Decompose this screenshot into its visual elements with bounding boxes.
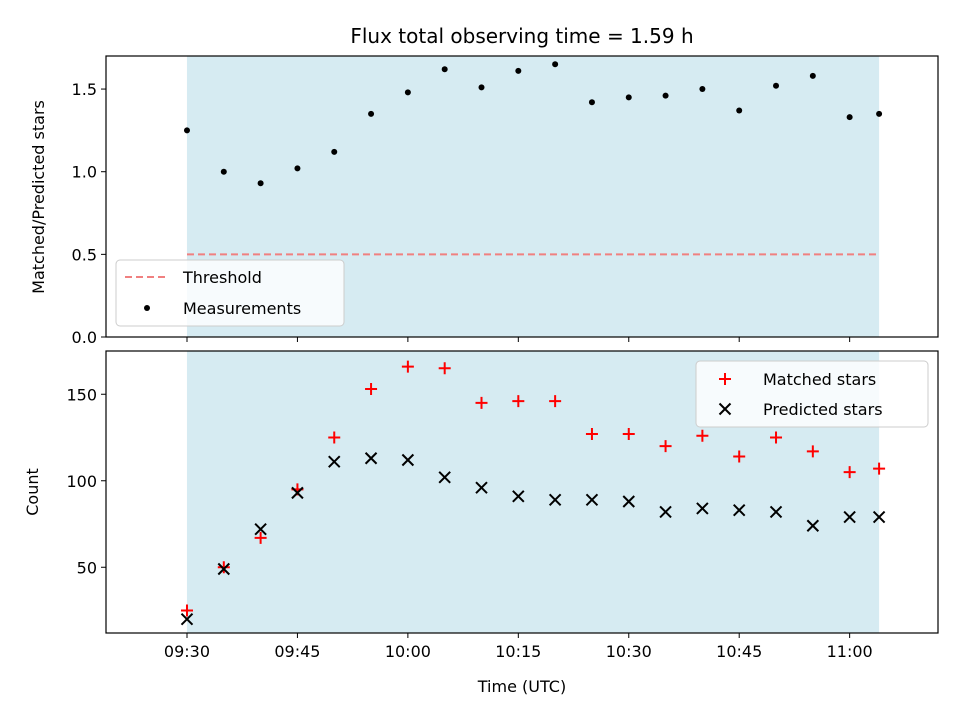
measurement-point: [515, 67, 522, 74]
matched-star-point: [622, 428, 635, 441]
matched-star-point: [733, 450, 746, 463]
predicted-star-point: [217, 562, 231, 576]
x-tick-label: 10:00: [385, 642, 431, 661]
plot-frame: [105, 350, 939, 634]
legend-matched-swatch: [719, 373, 731, 385]
predicted-star-point: [872, 510, 886, 524]
x-tick-label: 09:30: [164, 642, 210, 661]
plot-frame: [105, 55, 939, 338]
measurement-point: [625, 94, 632, 101]
measurement-point: [736, 107, 743, 114]
matched-star-point: [873, 462, 886, 475]
predicted-star-point: [401, 453, 415, 467]
x-tick-label: 10:45: [716, 642, 762, 661]
matched-star-point: [585, 428, 598, 441]
matched-star-point: [512, 395, 525, 408]
matched-star-point: [770, 431, 783, 444]
x-tick-label: 09:45: [274, 642, 320, 661]
y-tick-label: 0.5: [72, 245, 97, 264]
matched-star-point: [659, 440, 672, 453]
chart-title: Flux total observing time = 1.59 h: [350, 24, 693, 48]
matched-star-point: [180, 604, 193, 617]
matched-star-point: [549, 395, 562, 408]
predicted-star-point: [328, 455, 341, 468]
legend-measurement-swatch: [144, 305, 150, 311]
measurement-point: [294, 165, 301, 172]
measurement-point: [588, 99, 595, 106]
y-tick-label: 1.0: [72, 163, 97, 182]
measurement-point: [478, 84, 485, 91]
predicted-star-point: [512, 490, 525, 503]
predicted-star-point: [585, 493, 599, 506]
predicted-star-point: [438, 471, 451, 484]
x-tick-label: 10:30: [606, 642, 652, 661]
matched-star-point: [401, 360, 414, 373]
x-tick-label: 11:00: [827, 642, 873, 661]
predicted-star-point: [843, 510, 856, 524]
matched-star-point: [438, 362, 451, 375]
top-legend: Threshold Measurements: [115, 259, 345, 327]
legend-predicted-label: Predicted stars: [763, 400, 883, 419]
measurement-point: [846, 114, 853, 121]
measurement-point: [368, 110, 375, 117]
predicted-star-point: [769, 505, 783, 519]
predicted-star-point: [696, 502, 709, 515]
matched-star-point: [328, 431, 341, 444]
top-panel: 0.0 0.5 1.0 1.5 Threshold Measurements: [72, 55, 939, 347]
measurement-point: [773, 82, 780, 89]
legend-predicted-swatch: [718, 402, 732, 416]
matched-star-point: [254, 531, 267, 544]
measurement-point: [441, 66, 448, 73]
y-tick-label: 100: [66, 472, 97, 491]
matched-star-point: [806, 445, 819, 458]
matched-star-point: [475, 396, 488, 409]
measurement-point: [404, 89, 411, 96]
measurement-point: [552, 61, 559, 68]
x-tick-label: 10:15: [495, 642, 541, 661]
predicted-star-point: [548, 493, 562, 506]
y-tick-label: 0.0: [72, 328, 97, 347]
predicted-star-point: [806, 519, 820, 532]
predicted-star-point: [622, 495, 635, 508]
legend-matched-label: Matched stars: [763, 370, 876, 389]
predicted-star-point: [364, 452, 378, 465]
measurement-point: [662, 92, 669, 99]
bottom-legend: Matched stars Predicted stars: [695, 360, 929, 428]
y-tick-label: 150: [66, 385, 97, 404]
top-ylabel: Matched/Predicted stars: [29, 100, 48, 294]
predicted-star-point: [475, 481, 488, 494]
matched-star-point: [696, 429, 709, 442]
y-tick-label: 50: [77, 558, 97, 577]
predicted-star-point: [291, 486, 304, 500]
measurement-point: [809, 72, 816, 79]
measurement-point: [876, 110, 883, 117]
y-tick-label: 1.5: [72, 80, 97, 99]
matched-star-point: [843, 466, 856, 479]
xlabel: Time (UTC): [477, 677, 566, 696]
bottom-ylabel: Count: [23, 468, 42, 516]
matched-star-point: [217, 561, 230, 574]
legend-threshold-label: Threshold: [182, 268, 262, 287]
measurement-point: [220, 168, 227, 175]
predicted-star-point: [254, 522, 267, 536]
measurement-point: [257, 180, 264, 187]
measurement-point: [331, 148, 338, 155]
legend-measurement-label: Measurements: [183, 299, 301, 318]
predicted-star-point: [659, 505, 672, 519]
predicted-star-point: [732, 503, 746, 517]
bottom-panel: 09:30 09:45 10:00 10:15 10:30 10:45 11:00 50 100…: [66, 350, 939, 661]
legend-box: [695, 360, 929, 428]
predicted-star-point: [180, 612, 194, 626]
legend-box: [115, 259, 345, 327]
measurement-point: [183, 127, 190, 134]
measurement-point: [699, 86, 706, 93]
matched-star-point: [365, 383, 378, 396]
